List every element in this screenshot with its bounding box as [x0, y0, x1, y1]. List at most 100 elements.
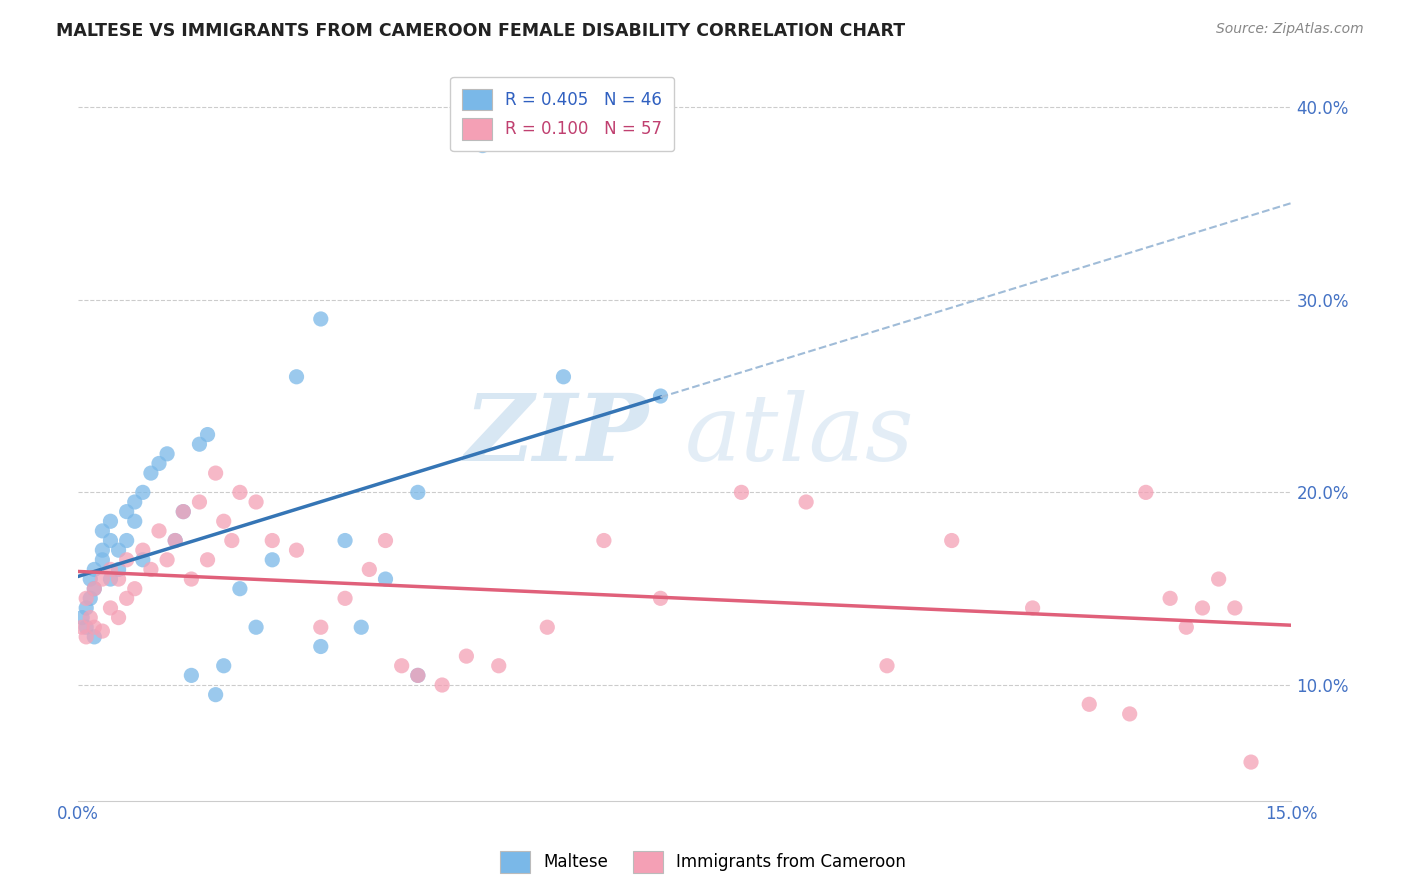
Point: [100, 572, 122, 586]
Point: [124, 514, 146, 528]
Point: [593, 533, 616, 548]
Point: [115, 591, 138, 606]
Point: [333, 591, 356, 606]
Point: [91, 553, 114, 567]
Point: [70, 620, 93, 634]
Point: [75, 620, 97, 634]
Legend: R = 0.405   N = 46, R = 0.100   N = 57: R = 0.405 N = 46, R = 0.100 N = 57: [450, 77, 673, 152]
Point: [156, 447, 179, 461]
Point: [650, 591, 672, 606]
Point: [794, 495, 817, 509]
Point: [75, 601, 97, 615]
Point: [91, 524, 114, 538]
Point: [1175, 620, 1198, 634]
Point: [730, 485, 752, 500]
Point: [188, 495, 211, 509]
Point: [148, 524, 170, 538]
Point: [83, 620, 105, 634]
Point: [245, 620, 267, 634]
Point: [107, 543, 129, 558]
Point: [91, 624, 114, 638]
Point: [309, 640, 332, 654]
Point: [172, 505, 194, 519]
Point: [1191, 601, 1213, 615]
Point: [79, 572, 101, 586]
Point: [124, 495, 146, 509]
Point: [553, 369, 575, 384]
Point: [83, 582, 105, 596]
Point: [333, 533, 356, 548]
Point: [229, 582, 252, 596]
Point: [83, 562, 105, 576]
Point: [70, 610, 93, 624]
Point: [359, 562, 381, 576]
Point: [374, 572, 396, 586]
Point: [212, 658, 235, 673]
Point: [139, 466, 162, 480]
Text: atlas: atlas: [685, 390, 914, 480]
Point: [245, 495, 267, 509]
Point: [180, 668, 202, 682]
Text: MALTESE VS IMMIGRANTS FROM CAMEROON FEMALE DISABILITY CORRELATION CHART: MALTESE VS IMMIGRANTS FROM CAMEROON FEMA…: [56, 22, 905, 40]
Point: [107, 610, 129, 624]
Point: [1078, 698, 1101, 712]
Point: [406, 668, 429, 682]
Point: [1159, 591, 1181, 606]
Point: [91, 543, 114, 558]
Point: [1208, 572, 1230, 586]
Point: [374, 533, 396, 548]
Point: [148, 457, 170, 471]
Point: [1240, 755, 1263, 769]
Point: [262, 553, 284, 567]
Point: [115, 553, 138, 567]
Point: [180, 572, 202, 586]
Point: [406, 485, 429, 500]
Point: [1021, 601, 1043, 615]
Legend: Maltese, Immigrants from Cameroon: Maltese, Immigrants from Cameroon: [494, 845, 912, 880]
Point: [100, 562, 122, 576]
Point: [456, 649, 478, 664]
Point: [165, 533, 187, 548]
Point: [115, 533, 138, 548]
Point: [1223, 601, 1246, 615]
Point: [285, 543, 308, 558]
Point: [75, 630, 97, 644]
Point: [536, 620, 558, 634]
Point: [221, 533, 243, 548]
Point: [107, 562, 129, 576]
Point: [79, 610, 101, 624]
Point: [471, 138, 494, 153]
Point: [204, 688, 226, 702]
Point: [197, 427, 219, 442]
Point: [132, 543, 155, 558]
Point: [391, 658, 413, 673]
Point: [165, 533, 187, 548]
Point: [212, 514, 235, 528]
Text: Source: ZipAtlas.com: Source: ZipAtlas.com: [1216, 22, 1364, 37]
Point: [285, 369, 308, 384]
Point: [406, 668, 429, 682]
Point: [132, 485, 155, 500]
Point: [83, 630, 105, 644]
Point: [876, 658, 898, 673]
Point: [188, 437, 211, 451]
Point: [1135, 485, 1157, 500]
Point: [83, 582, 105, 596]
Point: [229, 485, 252, 500]
Text: ZIP: ZIP: [464, 390, 648, 480]
Point: [262, 533, 284, 548]
Point: [139, 562, 162, 576]
Point: [309, 312, 332, 326]
Point: [204, 466, 226, 480]
Point: [100, 533, 122, 548]
Point: [1118, 706, 1140, 721]
Point: [488, 658, 510, 673]
Point: [75, 591, 97, 606]
Point: [941, 533, 963, 548]
Point: [91, 572, 114, 586]
Point: [156, 553, 179, 567]
Point: [107, 572, 129, 586]
Point: [79, 591, 101, 606]
Point: [100, 514, 122, 528]
Point: [124, 582, 146, 596]
